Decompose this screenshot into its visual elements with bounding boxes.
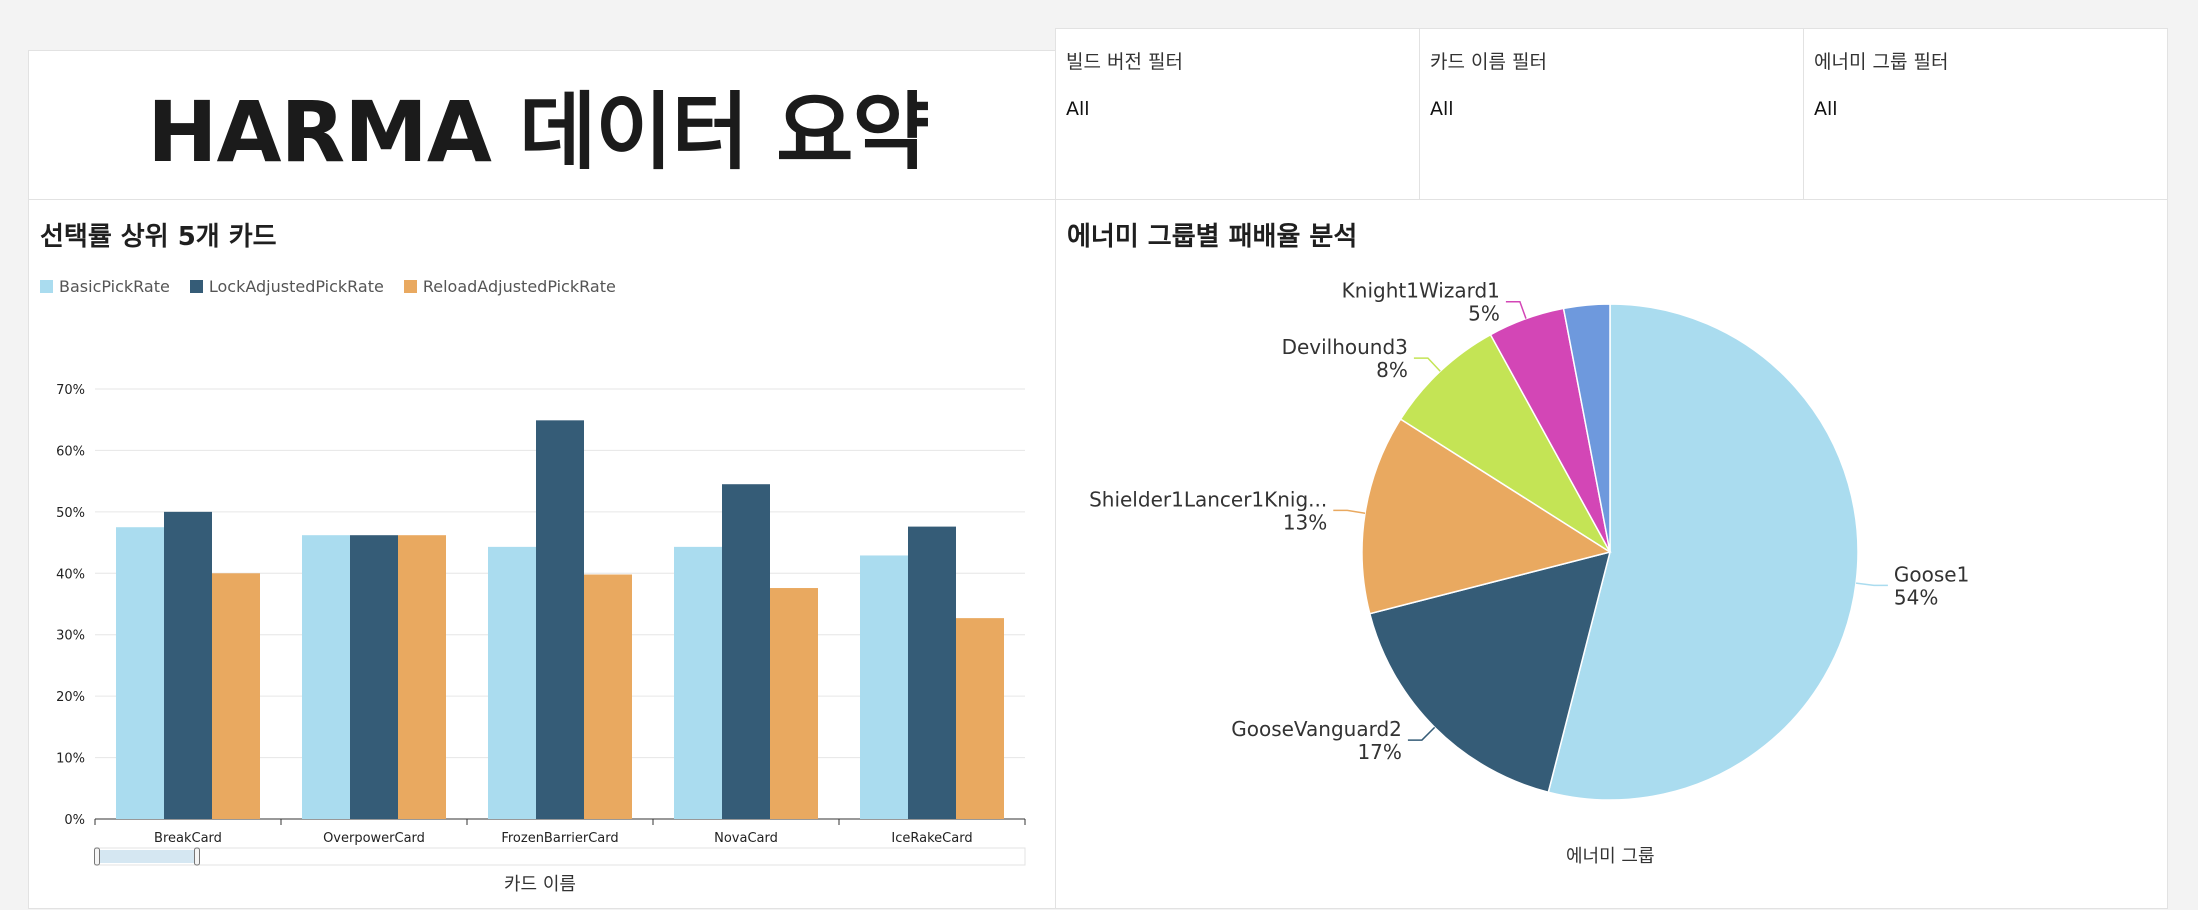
scroll-thumb[interactable] xyxy=(97,850,197,863)
build-version-filter[interactable]: 빌드 버전 필터 All xyxy=(1055,28,1420,200)
y-tick-label: 10% xyxy=(56,752,85,767)
legend-label: BasicPickRate xyxy=(59,277,170,296)
pie-slice xyxy=(1562,303,1611,553)
bar-LockAdjustedPickRate xyxy=(722,484,770,819)
x-tick-label: NovaCard xyxy=(714,831,778,846)
card-name-filter[interactable]: 카드 이름 필터 All xyxy=(1419,28,1804,200)
bar-ReloadAdjustedPickRate xyxy=(584,574,632,819)
x-tick-label: IceRakeCard xyxy=(891,831,972,846)
pie-slice xyxy=(1368,550,1612,794)
legend-item[interactable]: LockAdjustedPickRate xyxy=(189,277,384,296)
legend-item[interactable]: BasicPickRate xyxy=(40,277,170,296)
pie-slice-percent: 8% xyxy=(1376,358,1408,382)
filter-value[interactable]: All xyxy=(1430,98,1454,120)
bar-x-axis-title: 카드 이름 xyxy=(504,874,576,895)
legend-swatch xyxy=(40,280,53,293)
bar-LockAdjustedPickRate xyxy=(350,535,398,819)
x-tick-label: OverpowerCard xyxy=(323,831,425,846)
bar-BasicPickRate xyxy=(116,527,164,819)
bar-BasicPickRate xyxy=(860,555,908,819)
bar-BasicPickRate xyxy=(674,546,722,819)
y-tick-label: 0% xyxy=(64,813,85,828)
scroll-handle[interactable] xyxy=(94,847,100,866)
pie-chart-panel: 에너미 그룹별 패배율 분석 Goose1 54% GooseVanguard2 17… xyxy=(1055,199,2168,909)
bar-chart-legend[interactable]: BasicPickRate LockAdjustedPickRate ReloadA… xyxy=(40,277,616,296)
y-tick-label: 50% xyxy=(56,506,85,521)
pie-slice-label: Knight1Wizard1 xyxy=(1342,279,1500,303)
bar-ReloadAdjustedPickRate xyxy=(398,535,446,819)
pie-leader-line xyxy=(1413,357,1441,372)
enemy-group-filter[interactable]: 에너미 그룹 필터 All xyxy=(1803,28,2168,200)
bar-chart-panel: 선택률 상위 5개 카드 BasicPickRate LockAdjustedPi… xyxy=(28,199,1056,909)
y-tick-label: 60% xyxy=(56,444,85,459)
pie-slice xyxy=(1399,333,1611,553)
bar-chart-title: 선택률 상위 5개 카드 xyxy=(40,222,277,252)
y-tick-label: 30% xyxy=(56,629,85,644)
pie-leader-line xyxy=(1407,726,1436,741)
scroll-track xyxy=(94,847,1026,866)
pie-slice-label: Shielder1Lancer1Knig... xyxy=(1089,487,1327,511)
legend-label: ReloadAdjustedPickRate xyxy=(422,277,616,296)
x-tick-label: BreakCard xyxy=(154,831,222,846)
bar-BasicPickRate xyxy=(488,546,536,819)
pie-slice-percent: 13% xyxy=(1283,510,1327,534)
pie-slice-label: Goose1 xyxy=(1894,562,1969,586)
bar-ReloadAdjustedPickRate xyxy=(212,573,260,819)
pie-slice-label: GooseVanguard2 xyxy=(1231,717,1402,741)
y-tick-label: 40% xyxy=(56,567,85,582)
bar-LockAdjustedPickRate xyxy=(536,420,584,819)
filter-label: 카드 이름 필터 xyxy=(1430,51,1547,73)
pie-slice-percent: 17% xyxy=(1357,740,1401,764)
pie-slice-percent: 5% xyxy=(1468,302,1500,326)
bar-ReloadAdjustedPickRate xyxy=(956,618,1004,819)
pie-x-axis-title: 에너미 그룹 xyxy=(1566,846,1655,867)
filter-label: 빌드 버전 필터 xyxy=(1066,51,1183,73)
bar-chart: 0% 10% 20% 30% 40% 50% 60% 70% BreakCard Overpowe… xyxy=(56,383,1026,866)
scroll-handle[interactable] xyxy=(194,847,200,866)
legend-item[interactable]: ReloadAdjustedPickRate xyxy=(403,277,616,296)
bar-LockAdjustedPickRate xyxy=(164,511,212,819)
dashboard-title: HARMA 데이터 요약 xyxy=(147,82,929,181)
y-tick-label: 20% xyxy=(56,690,85,705)
pie-slice xyxy=(1547,303,1859,801)
pie-chart-title: 에너미 그룹별 패배율 분석 xyxy=(1067,222,1358,252)
pie-leader-line xyxy=(1855,582,1888,587)
bar-ReloadAdjustedPickRate xyxy=(770,588,818,819)
pie-slice-percent: 54% xyxy=(1894,585,1938,609)
legend-swatch xyxy=(189,280,203,293)
x-tick-label: FrozenBarrierCard xyxy=(501,831,618,846)
filter-value[interactable]: All xyxy=(1066,98,1090,120)
pie-leader-line xyxy=(1505,300,1527,319)
title-panel: HARMA 데이터 요약 xyxy=(28,50,1056,200)
pie-slice-label: Devilhound3 xyxy=(1282,335,1408,359)
filter-value[interactable]: All xyxy=(1814,98,1838,120)
legend-label: LockAdjustedPickRate xyxy=(208,277,384,296)
bar-BasicPickRate xyxy=(302,535,350,819)
legend-swatch xyxy=(403,280,417,293)
y-tick-label: 70% xyxy=(56,383,85,398)
filter-label: 에너미 그룹 필터 xyxy=(1814,51,1949,73)
pie-leader-line xyxy=(1333,509,1366,514)
bar-LockAdjustedPickRate xyxy=(908,526,956,819)
